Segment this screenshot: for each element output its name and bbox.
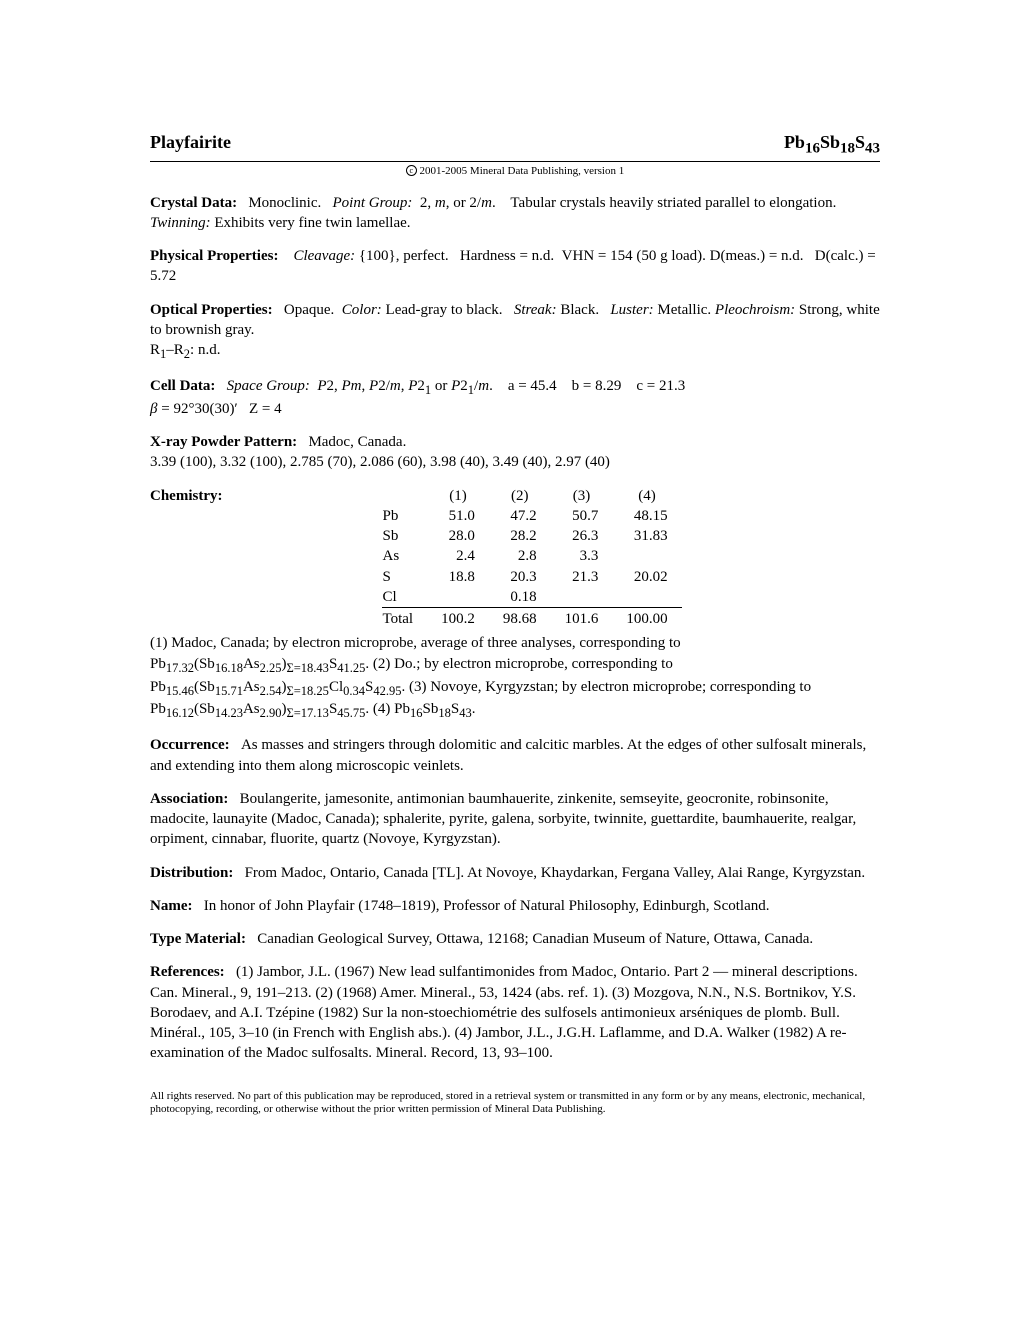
text: Canadian Geological Survey, Ottawa, 1216… [257, 931, 813, 947]
type-material: Type Material: Canadian Geological Surve… [150, 929, 880, 949]
table-row: As2.42.83.3 [382, 546, 681, 566]
page: Playfairite Pb16Sb18S43 c 2001-2005 Mine… [0, 0, 1020, 1320]
col-3: (3) [551, 486, 613, 506]
label: References: [150, 964, 225, 980]
label: Distribution: [150, 865, 233, 881]
text: From Madoc, Ontario, Canada [TL]. At Nov… [245, 865, 866, 881]
label: Crystal Data: [150, 195, 237, 211]
label: Cell Data: [150, 378, 215, 394]
col-4: (4) [612, 486, 681, 506]
formula: Pb16Sb18S43 [784, 130, 880, 159]
table-row: Cl0.18 [382, 587, 681, 608]
label: Chemistry: [150, 486, 222, 506]
text: Monoclinic. Point Group: 2, m, or 2/m. T… [150, 195, 844, 231]
optical-properties: Optical Properties: Opaque. Color: Lead-… [150, 300, 880, 363]
table-row: Pb51.047.250.748.15 [382, 506, 681, 526]
text: Space Group: P2, Pm, P2/m, P21 or P21/m.… [150, 378, 685, 417]
crystal-data: Crystal Data: Monoclinic. Point Group: 2… [150, 193, 880, 234]
table-total: Total100.298.68101.6100.00 [382, 608, 681, 630]
label: X-ray Powder Pattern: [150, 434, 297, 450]
label: Occurrence: [150, 737, 230, 753]
xray-pattern: X-ray Powder Pattern: Madoc, Canada. 3.3… [150, 432, 880, 473]
copyright-line: c 2001-2005 Mineral Data Publishing, ver… [150, 164, 880, 179]
col-2: (2) [489, 486, 551, 506]
header-row: Playfairite Pb16Sb18S43 [150, 130, 880, 162]
title-left: Playfairite [150, 130, 231, 154]
references: References: (1) Jambor, J.L. (1967) New … [150, 962, 880, 1063]
footer: All rights reserved. No part of this pub… [150, 1090, 880, 1116]
label: Optical Properties: [150, 302, 273, 318]
label: Association: [150, 791, 228, 807]
text: Boulangerite, jamesonite, antimonian bau… [150, 791, 856, 848]
chemistry: Chemistry: (1) (2) (3) (4) Pb51.047.250.… [150, 486, 880, 723]
chemistry-table: (1) (2) (3) (4) Pb51.047.250.748.15 Sb28… [382, 486, 681, 630]
distribution: Distribution: From Madoc, Ontario, Canad… [150, 863, 880, 883]
copyright-icon: c [406, 165, 417, 176]
col-1: (1) [427, 486, 489, 506]
association: Association: Boulangerite, jamesonite, a… [150, 789, 880, 850]
occurrence: Occurrence: As masses and stringers thro… [150, 735, 880, 776]
chemistry-notes: (1) Madoc, Canada; by electron microprob… [150, 633, 880, 722]
table-row: Sb28.028.226.331.83 [382, 526, 681, 546]
text: (1) Jambor, J.L. (1967) New lead sulfant… [150, 964, 858, 1061]
loc: Madoc, Canada. [308, 434, 406, 450]
label: Physical Properties: [150, 248, 278, 264]
line: 3.39 (100), 3.32 (100), 2.785 (70), 2.08… [150, 454, 610, 470]
r-line: R1–R2: n.d. [150, 342, 220, 358]
text: In honor of John Playfair (1748–1819), P… [204, 898, 770, 914]
cell-data: Cell Data: Space Group: P2, Pm, P2/m, P2… [150, 376, 880, 419]
copyright-text: 2001-2005 Mineral Data Publishing, versi… [420, 165, 625, 177]
label: Name: [150, 898, 192, 914]
physical-properties: Physical Properties: Cleavage: {100}, pe… [150, 246, 880, 287]
text: As masses and stringers through dolomiti… [150, 737, 866, 773]
label: Type Material: [150, 931, 246, 947]
table-header: (1) (2) (3) (4) [382, 486, 681, 506]
name: Name: In honor of John Playfair (1748–18… [150, 896, 880, 916]
table-row: S18.820.321.320.02 [382, 567, 681, 587]
